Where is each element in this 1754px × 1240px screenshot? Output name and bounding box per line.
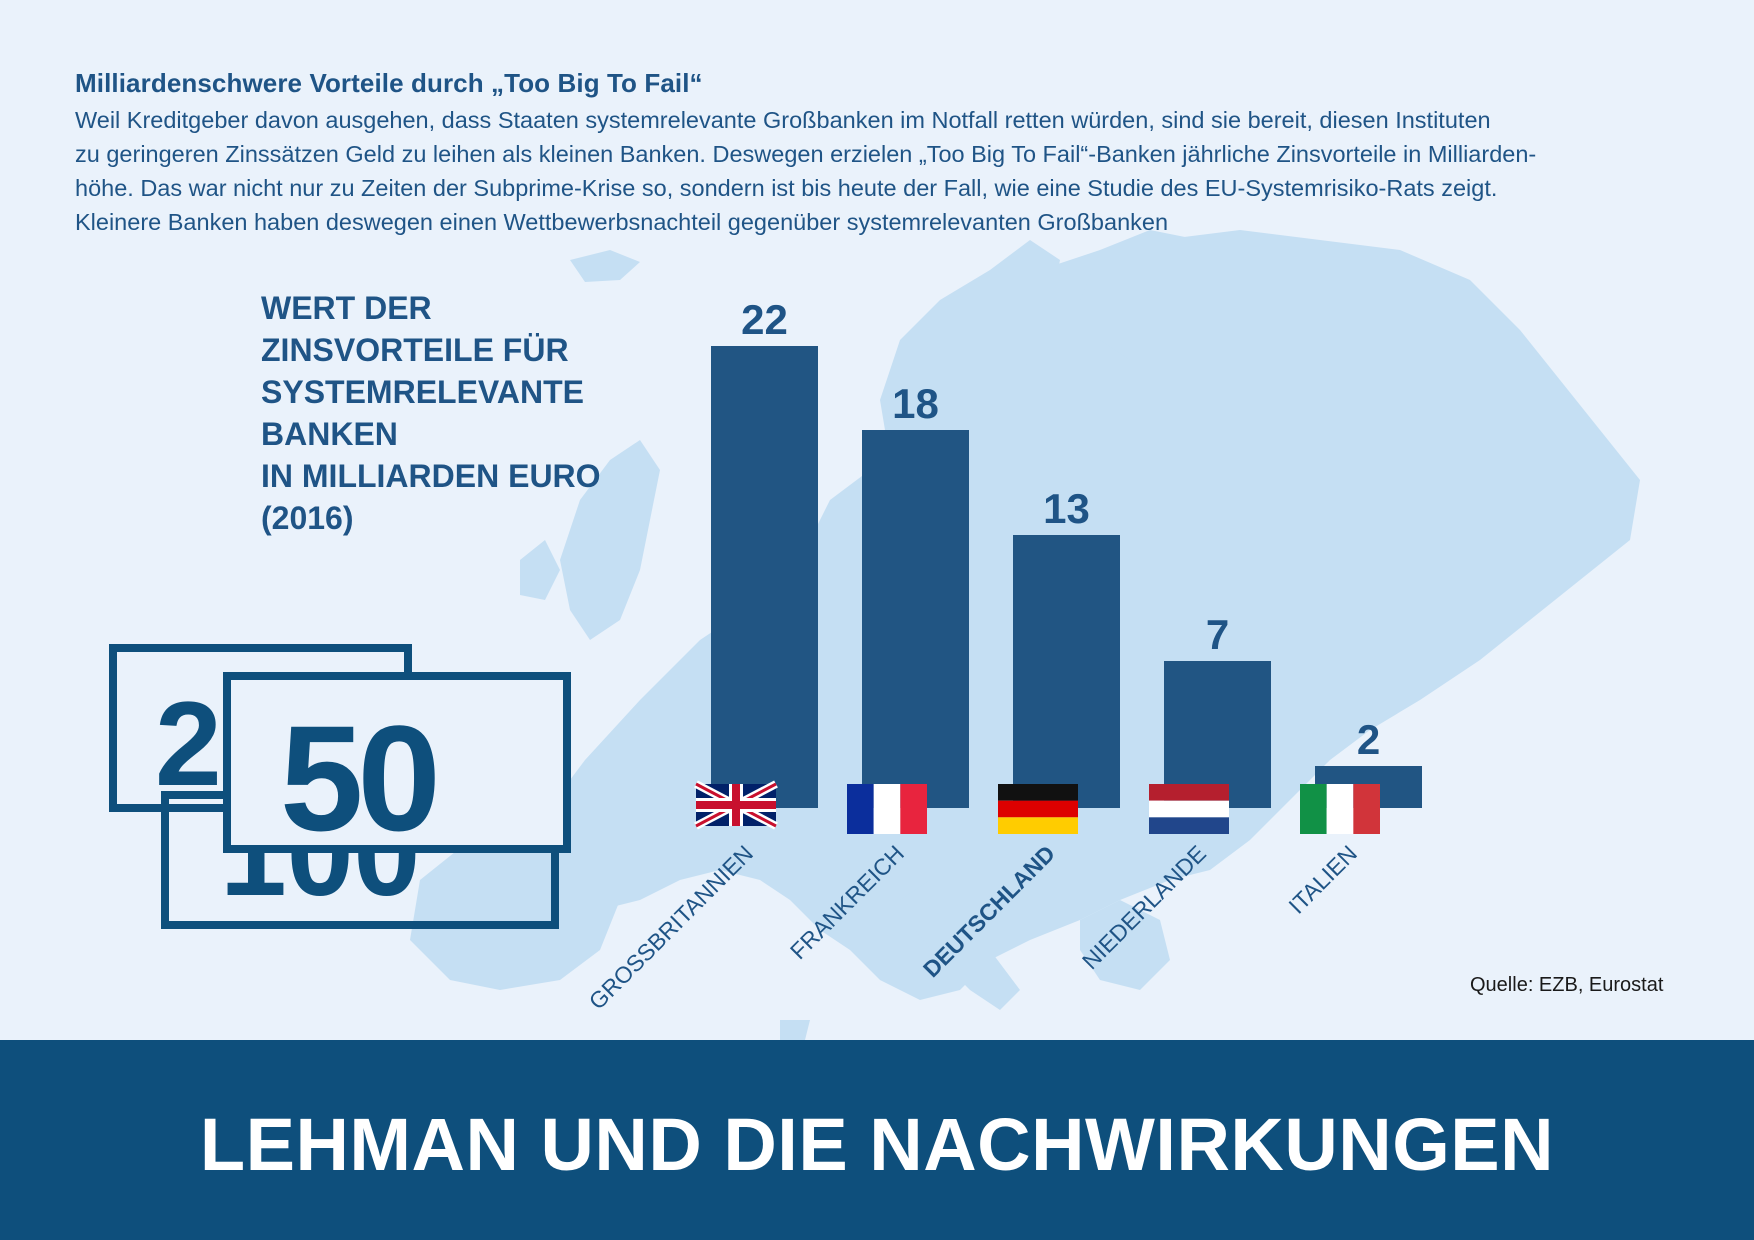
- footer-bar: [0, 1040, 1754, 1240]
- intro-line: höhe. Das war nicht nur zu Zeiten der Su…: [75, 175, 1498, 201]
- banknote-50-number: 50: [280, 694, 435, 862]
- chart-title-line: SYSTEMRELEVANTE: [261, 374, 584, 410]
- footer-title: LEHMAN UND DIE NACHWIRKUNGEN: [199, 1103, 1555, 1186]
- category-label: GROSSBRITANNIEN: [584, 840, 758, 1014]
- source-note: Quelle: EZB, Eurostat: [1470, 974, 1664, 996]
- chart-title-line: (2016): [261, 500, 354, 536]
- uk-flag-icon: [694, 780, 778, 830]
- bar-value-label: 2: [1357, 716, 1380, 763]
- netherlands-flag-icon: [1149, 784, 1229, 834]
- italy-flag-icon: [1300, 784, 1380, 834]
- intro-line: zu geringeren Zinssätzen Geld zu leihen …: [75, 141, 1537, 167]
- intro-line: Weil Kreditgeber davon ausgehen, dass St…: [75, 107, 1491, 133]
- category-label: DEUTSCHLAND: [918, 840, 1060, 982]
- germany-flag-icon: [998, 784, 1078, 834]
- chart-title: WERT DER ZINSVORTEILE FÜR SYSTEMRELEVANT…: [261, 287, 661, 539]
- france-flag-icon: [847, 784, 927, 834]
- intro-paragraph: Weil Kreditgeber davon ausgehen, dass St…: [75, 103, 1695, 239]
- chart-title-line: WERT DER: [261, 290, 432, 326]
- bar-value-label: 22: [741, 296, 788, 343]
- bar: [1013, 535, 1120, 808]
- category-label: NIEDERLANDE: [1077, 840, 1211, 974]
- bar: [862, 430, 969, 808]
- chart-title-line: BANKEN: [261, 416, 398, 452]
- category-label: FRANKREICH: [785, 840, 909, 964]
- chart-title-line: ZINSVORTEILE FÜR: [261, 332, 569, 368]
- bar-value-label: 7: [1206, 611, 1229, 658]
- intro-text-block: Milliardenschwere Vorteile durch „Too Bi…: [75, 68, 1695, 239]
- intro-heading: Milliardenschwere Vorteile durch „Too Bi…: [75, 68, 703, 98]
- banknotes-icon: 100 20 50: [109, 644, 571, 929]
- bar-value-label: 18: [892, 380, 939, 427]
- bar-value-label: 13: [1043, 485, 1090, 532]
- bar: [1164, 661, 1271, 808]
- category-label: ITALIEN: [1283, 840, 1362, 919]
- bar: [711, 346, 818, 808]
- chart-title-line: IN MILLIARDEN EURO: [261, 458, 601, 494]
- intro-line: Kleinere Banken haben deswegen einen Wet…: [75, 209, 1169, 235]
